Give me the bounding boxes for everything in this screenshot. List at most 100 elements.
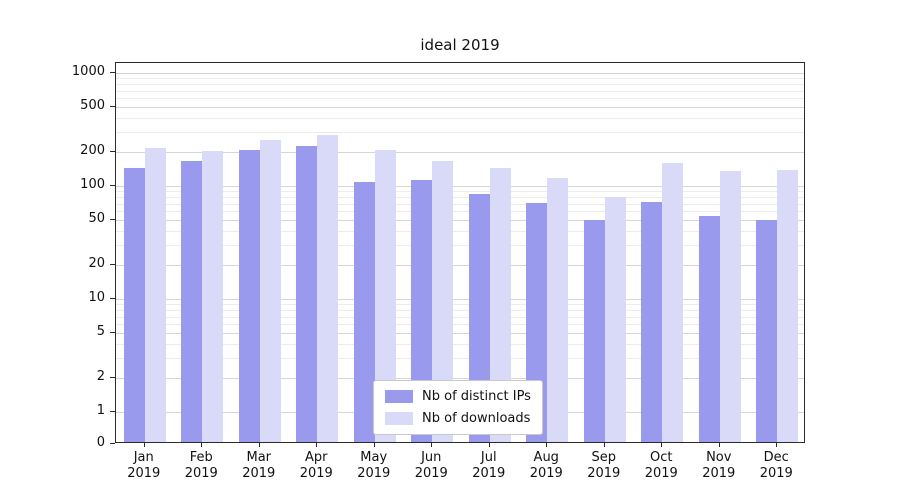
gridline bbox=[116, 186, 804, 187]
bar-downloads-oct bbox=[662, 163, 684, 442]
x-tick-label: Mar 2019 bbox=[242, 450, 276, 481]
legend-swatch-distinct-ips bbox=[385, 390, 413, 403]
bar-distinct-ips-jun bbox=[411, 180, 433, 442]
x-tick-label: Feb 2019 bbox=[184, 450, 218, 481]
gridline bbox=[116, 264, 804, 266]
x-tick-mark bbox=[603, 443, 605, 447]
x-tick-label: Sep 2019 bbox=[587, 450, 621, 481]
gridline bbox=[116, 98, 804, 100]
bar-downloads-apr bbox=[317, 135, 339, 442]
bar-downloads-jun bbox=[432, 160, 454, 442]
bar-distinct-ips-mar bbox=[238, 149, 260, 442]
y-tick-label: 1 bbox=[96, 403, 105, 418]
bar-distinct-ips-jul bbox=[468, 193, 490, 442]
gridline bbox=[116, 90, 804, 92]
legend-label-distinct-ips: Nb of distinct IPs bbox=[422, 389, 531, 404]
legend: Nb of distinct IPs Nb of downloads bbox=[373, 380, 543, 435]
y-tick-mark bbox=[110, 219, 115, 221]
bar-distinct-ips-may bbox=[353, 181, 375, 442]
bar-downloads-feb bbox=[202, 151, 224, 442]
x-tick-mark bbox=[661, 443, 663, 447]
x-tick-mark bbox=[431, 443, 433, 447]
gridline bbox=[116, 324, 804, 326]
y-tick-label: 500 bbox=[80, 98, 105, 114]
gridline bbox=[116, 132, 804, 134]
gridline bbox=[116, 309, 804, 311]
bar-downloads-jul bbox=[489, 167, 511, 442]
gridline bbox=[116, 83, 804, 85]
y-tick-mark bbox=[110, 411, 115, 412]
x-tick-label: Jun 2019 bbox=[414, 450, 448, 481]
x-tick-label: Apr 2019 bbox=[299, 450, 333, 481]
bar-distinct-ips-feb bbox=[181, 160, 203, 442]
gridline bbox=[116, 117, 804, 119]
y-tick-mark bbox=[110, 332, 115, 334]
gridline bbox=[116, 333, 804, 335]
plot-area: Nb of distinct IPs Nb of downloads bbox=[115, 62, 805, 443]
x-tick-mark bbox=[201, 443, 203, 447]
bar-downloads-jan bbox=[144, 147, 166, 442]
legend-label-downloads: Nb of downloads bbox=[422, 411, 531, 426]
bar-downloads-may bbox=[374, 149, 396, 442]
x-tick-mark bbox=[546, 443, 548, 447]
gridline bbox=[116, 358, 804, 360]
gridline bbox=[116, 203, 804, 205]
y-tick-label: 20 bbox=[88, 255, 105, 271]
y-tick-label: 2 bbox=[96, 368, 105, 384]
x-tick-mark bbox=[316, 443, 318, 447]
bar-distinct-ips-sep bbox=[583, 220, 605, 442]
x-tick-label: Jan 2019 bbox=[127, 450, 161, 481]
y-tick-mark bbox=[110, 185, 115, 186]
y-tick-label: 100 bbox=[80, 177, 105, 192]
gridline bbox=[116, 78, 804, 80]
y-tick-label: 50 bbox=[88, 211, 105, 227]
bar-distinct-ips-nov bbox=[698, 216, 720, 442]
bar-downloads-sep bbox=[604, 197, 626, 442]
x-tick-mark bbox=[488, 443, 490, 447]
y-tick-mark bbox=[110, 106, 115, 108]
x-tick-label: Aug 2019 bbox=[529, 450, 563, 481]
bar-downloads-aug bbox=[547, 178, 569, 442]
chart-title: ideal 2019 bbox=[420, 36, 500, 54]
y-tick-label: 5 bbox=[96, 324, 105, 340]
y-tick-label: 1000 bbox=[71, 64, 105, 79]
x-tick-label: May 2019 bbox=[357, 450, 391, 481]
bar-distinct-ips-dec bbox=[756, 220, 778, 442]
gridline bbox=[116, 191, 804, 193]
gridline bbox=[116, 245, 804, 247]
x-tick-mark bbox=[258, 443, 260, 447]
bar-downloads-dec bbox=[777, 170, 799, 442]
gridline bbox=[116, 304, 804, 306]
y-tick-mark bbox=[110, 298, 115, 299]
gridline bbox=[116, 196, 804, 198]
y-tick-mark bbox=[110, 376, 115, 378]
y-tick-mark bbox=[110, 150, 115, 152]
y-tick-label: 200 bbox=[80, 142, 105, 158]
x-tick-mark bbox=[373, 443, 375, 447]
gridline bbox=[116, 107, 804, 109]
x-tick-mark bbox=[143, 443, 145, 447]
bar-distinct-ips-jan bbox=[123, 167, 145, 442]
gridline bbox=[116, 377, 804, 379]
x-tick-mark bbox=[718, 443, 720, 447]
gridline bbox=[116, 220, 804, 222]
bar-downloads-nov bbox=[719, 171, 741, 442]
x-tick-label: Jul 2019 bbox=[472, 450, 506, 481]
gridline bbox=[116, 230, 804, 232]
y-tick-label: 10 bbox=[88, 290, 105, 305]
x-tick-label: Nov 2019 bbox=[702, 450, 736, 481]
bar-downloads-mar bbox=[259, 140, 281, 442]
gridline bbox=[116, 343, 804, 345]
gridline bbox=[116, 299, 804, 300]
gridline bbox=[116, 151, 804, 153]
legend-item-downloads: Nb of downloads bbox=[385, 411, 531, 426]
y-tick-label: 0 bbox=[96, 435, 105, 450]
gridline bbox=[116, 211, 804, 213]
legend-swatch-downloads bbox=[385, 412, 413, 425]
y-tick-mark bbox=[110, 263, 115, 265]
legend-item-distinct-ips: Nb of distinct IPs bbox=[385, 389, 531, 404]
y-tick-mark bbox=[110, 72, 115, 73]
x-tick-mark bbox=[776, 443, 778, 447]
y-tick-mark bbox=[110, 443, 115, 444]
